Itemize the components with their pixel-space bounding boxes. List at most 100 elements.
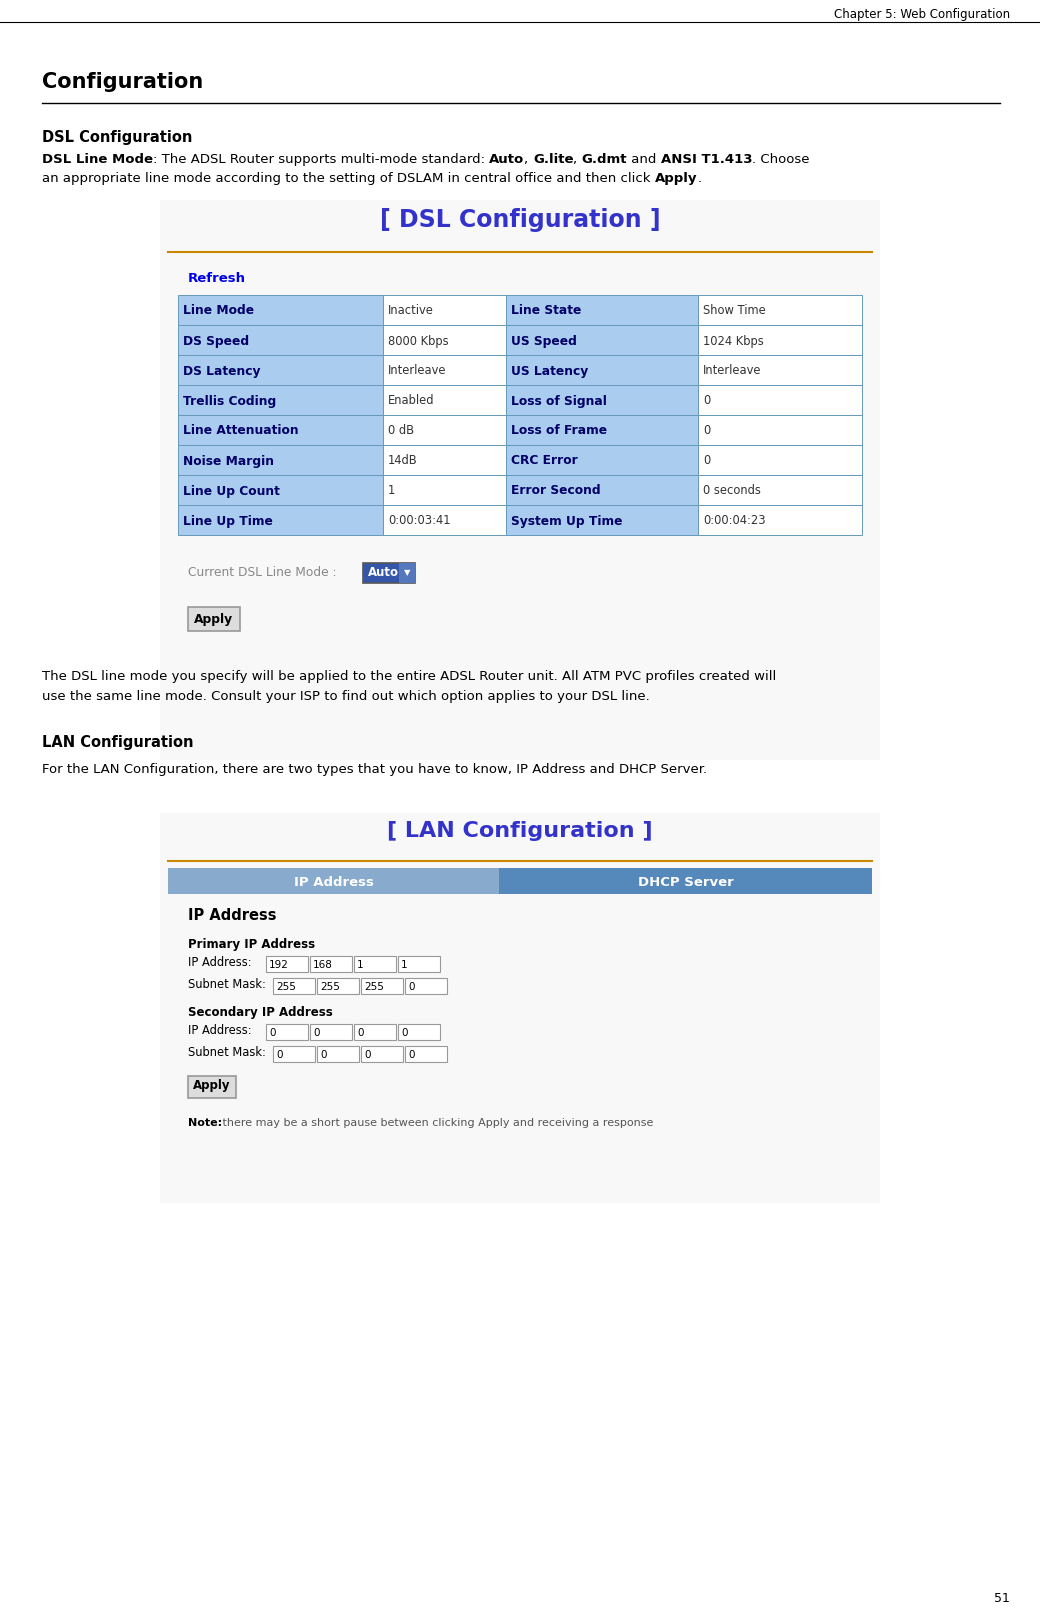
Text: DS Latency: DS Latency bbox=[183, 364, 260, 377]
Text: 255: 255 bbox=[320, 982, 340, 991]
Text: ,: , bbox=[573, 154, 581, 167]
Text: 1: 1 bbox=[357, 960, 364, 970]
Text: Apply: Apply bbox=[194, 613, 234, 626]
Text: 192: 192 bbox=[269, 960, 289, 970]
Text: 0: 0 bbox=[320, 1049, 327, 1061]
Text: 1: 1 bbox=[401, 960, 408, 970]
Bar bbox=[506, 294, 698, 325]
Text: CRC Error: CRC Error bbox=[512, 454, 578, 467]
Bar bbox=[317, 1046, 359, 1062]
Text: Noise Margin: Noise Margin bbox=[183, 454, 274, 467]
Bar bbox=[310, 1024, 352, 1040]
Text: Chapter 5: Web Configuration: Chapter 5: Web Configuration bbox=[834, 8, 1010, 21]
Bar bbox=[317, 978, 359, 994]
Bar bbox=[383, 475, 506, 505]
Bar bbox=[506, 356, 698, 385]
Text: Refresh: Refresh bbox=[188, 272, 246, 285]
Bar bbox=[698, 416, 862, 445]
Text: DS Speed: DS Speed bbox=[183, 335, 250, 348]
Text: IP Address: IP Address bbox=[188, 909, 277, 923]
Text: . Choose: . Choose bbox=[752, 154, 810, 167]
Text: : The ADSL Router supports multi-mode standard:: : The ADSL Router supports multi-mode st… bbox=[153, 154, 489, 167]
Text: Apply: Apply bbox=[655, 171, 697, 184]
Bar bbox=[698, 356, 862, 385]
Bar bbox=[398, 956, 440, 972]
Text: 0: 0 bbox=[269, 1028, 276, 1038]
Text: Auto: Auto bbox=[489, 154, 524, 167]
Text: System Up Time: System Up Time bbox=[512, 514, 623, 527]
Text: Error Second: Error Second bbox=[512, 485, 601, 498]
Text: 0: 0 bbox=[408, 982, 415, 991]
Bar bbox=[354, 956, 396, 972]
Text: 255: 255 bbox=[276, 982, 295, 991]
Text: Line Mode: Line Mode bbox=[183, 304, 254, 317]
Bar bbox=[506, 505, 698, 535]
Text: Interleave: Interleave bbox=[388, 364, 447, 377]
Text: 8000 Kbps: 8000 Kbps bbox=[388, 335, 449, 348]
Text: ANSI T1.413: ANSI T1.413 bbox=[660, 154, 752, 167]
Bar bbox=[383, 505, 506, 535]
Bar bbox=[160, 813, 880, 1203]
Bar bbox=[272, 1046, 315, 1062]
Text: Line Attenuation: Line Attenuation bbox=[183, 425, 298, 438]
Text: there may be a short pause between clicking Apply and receiving a response: there may be a short pause between click… bbox=[219, 1117, 653, 1129]
Text: For the LAN Configuration, there are two types that you have to know, IP Address: For the LAN Configuration, there are two… bbox=[42, 763, 707, 776]
Text: Configuration: Configuration bbox=[42, 73, 203, 92]
Bar bbox=[383, 325, 506, 356]
Text: use the same line mode. Consult your ISP to find out which option applies to you: use the same line mode. Consult your ISP… bbox=[42, 690, 650, 703]
Bar bbox=[698, 475, 862, 505]
Bar bbox=[383, 294, 506, 325]
Bar bbox=[506, 445, 698, 475]
Text: Show Time: Show Time bbox=[703, 304, 765, 317]
Text: 0: 0 bbox=[703, 454, 710, 467]
Text: Primary IP Address: Primary IP Address bbox=[188, 938, 315, 951]
Bar bbox=[398, 1024, 440, 1040]
Text: Secondary IP Address: Secondary IP Address bbox=[188, 1006, 333, 1019]
Text: Loss of Signal: Loss of Signal bbox=[512, 395, 607, 407]
Bar bbox=[698, 445, 862, 475]
Bar bbox=[188, 606, 240, 631]
Text: Current DSL Line Mode :: Current DSL Line Mode : bbox=[188, 566, 337, 579]
Text: 255: 255 bbox=[364, 982, 384, 991]
Bar bbox=[188, 1075, 236, 1098]
Bar bbox=[506, 475, 698, 505]
Bar bbox=[698, 325, 862, 356]
Text: 0: 0 bbox=[401, 1028, 408, 1038]
Text: Subnet Mask:: Subnet Mask: bbox=[188, 978, 266, 991]
Bar bbox=[178, 445, 383, 475]
Text: LAN Configuration: LAN Configuration bbox=[42, 736, 193, 750]
Text: 0: 0 bbox=[313, 1028, 319, 1038]
Bar bbox=[405, 1046, 447, 1062]
Bar bbox=[506, 416, 698, 445]
Bar bbox=[698, 385, 862, 416]
Bar bbox=[361, 978, 404, 994]
Text: 0: 0 bbox=[276, 1049, 283, 1061]
Bar bbox=[383, 356, 506, 385]
Bar bbox=[383, 385, 506, 416]
Bar bbox=[178, 505, 383, 535]
Text: US Latency: US Latency bbox=[512, 364, 589, 377]
Bar bbox=[160, 201, 880, 760]
Bar bbox=[383, 416, 506, 445]
Text: Line State: Line State bbox=[512, 304, 581, 317]
Text: DSL Line Mode: DSL Line Mode bbox=[42, 154, 153, 167]
Text: Line Up Count: Line Up Count bbox=[183, 485, 280, 498]
Bar bbox=[383, 445, 506, 475]
Text: 0: 0 bbox=[703, 395, 710, 407]
Bar bbox=[363, 563, 415, 584]
Text: The DSL line mode you specify will be applied to the entire ADSL Router unit. Al: The DSL line mode you specify will be ap… bbox=[42, 669, 776, 682]
Text: [ DSL Configuration ]: [ DSL Configuration ] bbox=[380, 209, 660, 231]
Text: 0: 0 bbox=[357, 1028, 364, 1038]
Text: 0: 0 bbox=[408, 1049, 415, 1061]
Text: Apply: Apply bbox=[193, 1079, 231, 1091]
Text: IP Address:: IP Address: bbox=[188, 1024, 252, 1036]
Bar bbox=[698, 294, 862, 325]
Text: Inactive: Inactive bbox=[388, 304, 434, 317]
Text: Note:: Note: bbox=[188, 1117, 223, 1129]
Text: Loss of Frame: Loss of Frame bbox=[512, 425, 607, 438]
Bar bbox=[178, 325, 383, 356]
Text: US Speed: US Speed bbox=[512, 335, 577, 348]
Text: 0 seconds: 0 seconds bbox=[703, 485, 760, 498]
Text: ,: , bbox=[524, 154, 532, 167]
Bar bbox=[405, 978, 447, 994]
